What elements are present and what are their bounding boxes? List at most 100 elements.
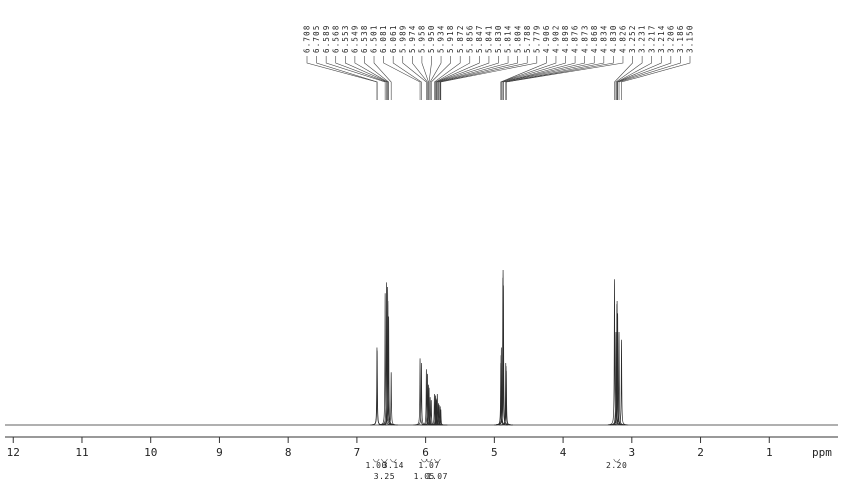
x-tick-label: 2 [697,446,704,459]
peak-label: 4.873 [580,24,589,53]
integral-bracket [420,458,428,463]
peak-label: 6.589 [322,24,331,53]
peak-label: 3.231 [638,24,647,53]
peak-label: 6.553 [341,24,350,53]
peak-label: 6.708 [303,24,312,53]
peak [614,339,629,426]
x-tick-label: 9 [216,446,223,459]
peak-label-connector [354,56,389,100]
peak-label-connector [437,56,499,100]
peak-label: 6.568 [331,24,340,53]
x-tick-label: 7 [354,446,361,459]
peak-label: 6.061 [389,24,398,53]
peak-label-connector [614,56,633,100]
x-tick-label: 6 [422,446,429,459]
peak [499,370,513,426]
peak-label-connector [439,56,528,100]
peak-label: 4.830 [609,24,618,53]
peak-label-connector [506,56,624,100]
peak-label: 5.950 [427,24,436,53]
peak-label: 4.876 [571,24,580,53]
peak-label-connector [430,56,451,100]
x-tick-label: 11 [75,446,88,459]
peak-label-connector [501,56,566,100]
peak-label: 4.868 [590,24,599,53]
x-tick-label: 10 [144,446,157,459]
peak-label: 5.856 [465,24,474,53]
peak-label-connector [616,56,662,100]
peak-label: 5.989 [398,24,407,53]
peak-label-connector [364,56,389,100]
integral-label: 2.20 [606,461,627,470]
integral-bracket [372,458,380,463]
peak-label-connector [429,56,442,100]
peak-label-connector [428,56,432,100]
peak-label-connector [438,56,509,100]
x-tick-label: 4 [560,446,567,459]
peak-label-connector [434,56,461,100]
peak-label: 5.958 [418,24,427,53]
integral-label: 3.14 [383,461,404,470]
peak-label: 6.538 [360,24,369,53]
peak-label: 4.834 [599,24,608,53]
peak-label: 6.705 [312,24,321,53]
peak-label-connector [325,56,386,100]
peak-label: 3.206 [666,24,675,53]
peak [496,285,511,426]
peak-label: 3.186 [676,24,685,53]
peak-label: 5.841 [485,24,494,53]
peak-label-connector [617,56,672,100]
peak-label-connector [440,56,538,100]
peak-label: 6.081 [379,24,388,53]
peak-label-connector [618,56,681,100]
x-tick-label: 1 [766,446,773,459]
integral-bracket [434,458,441,463]
integral-label: 1.07 [427,472,448,481]
peak-label-connector [435,56,480,100]
x-tick-label: 12 [7,446,20,459]
peak-label: 5.788 [523,24,532,53]
peak-label-connector [502,56,585,100]
peak-label-connector [392,56,422,100]
peak-label: 3.150 [686,24,695,53]
peak-label: 3.217 [647,24,656,53]
integral-bracket [390,458,397,463]
peak-label: 5.934 [437,24,446,53]
peak-label: 4.902 [552,24,561,53]
peak [612,331,626,426]
peak-label-connector [615,56,643,100]
peak-label-connector [435,56,471,100]
peak-label: 5.830 [494,24,503,53]
peak-label: 4.906 [542,24,551,53]
peak-label: 6.549 [350,24,359,53]
integral-bracket [381,458,388,463]
peak-label-connector [373,56,392,100]
peak-label-connector [383,56,421,100]
peak-label: 5.804 [513,24,522,53]
peak-label: 5.872 [456,24,465,53]
peak-label-connector [402,56,427,100]
peak [434,409,448,426]
peak-label-connector [316,56,378,100]
peak-label-connector [503,56,595,100]
x-axis-label: ppm [812,446,832,459]
peak-label: 4.826 [619,24,628,53]
peak-label-connector [436,56,490,100]
peak-label: 5.974 [408,24,417,53]
peak-label: 5.779 [532,24,541,53]
peak [384,372,398,426]
integral-label: 3.25 [374,472,395,481]
peak-label-connector [335,56,387,100]
peak-label: 4.898 [561,24,570,53]
integral-bracket [613,458,620,463]
integral-label: 1.07 [418,461,439,470]
x-tick-label: 3 [628,446,635,459]
integral-label: 1.05 [414,472,435,481]
peak-label: 5.814 [504,24,513,53]
peak-label: 5.918 [446,24,455,53]
x-tick-label: 8 [285,446,292,459]
peak-label: 6.501 [370,24,379,53]
peak-label-connector [412,56,428,100]
